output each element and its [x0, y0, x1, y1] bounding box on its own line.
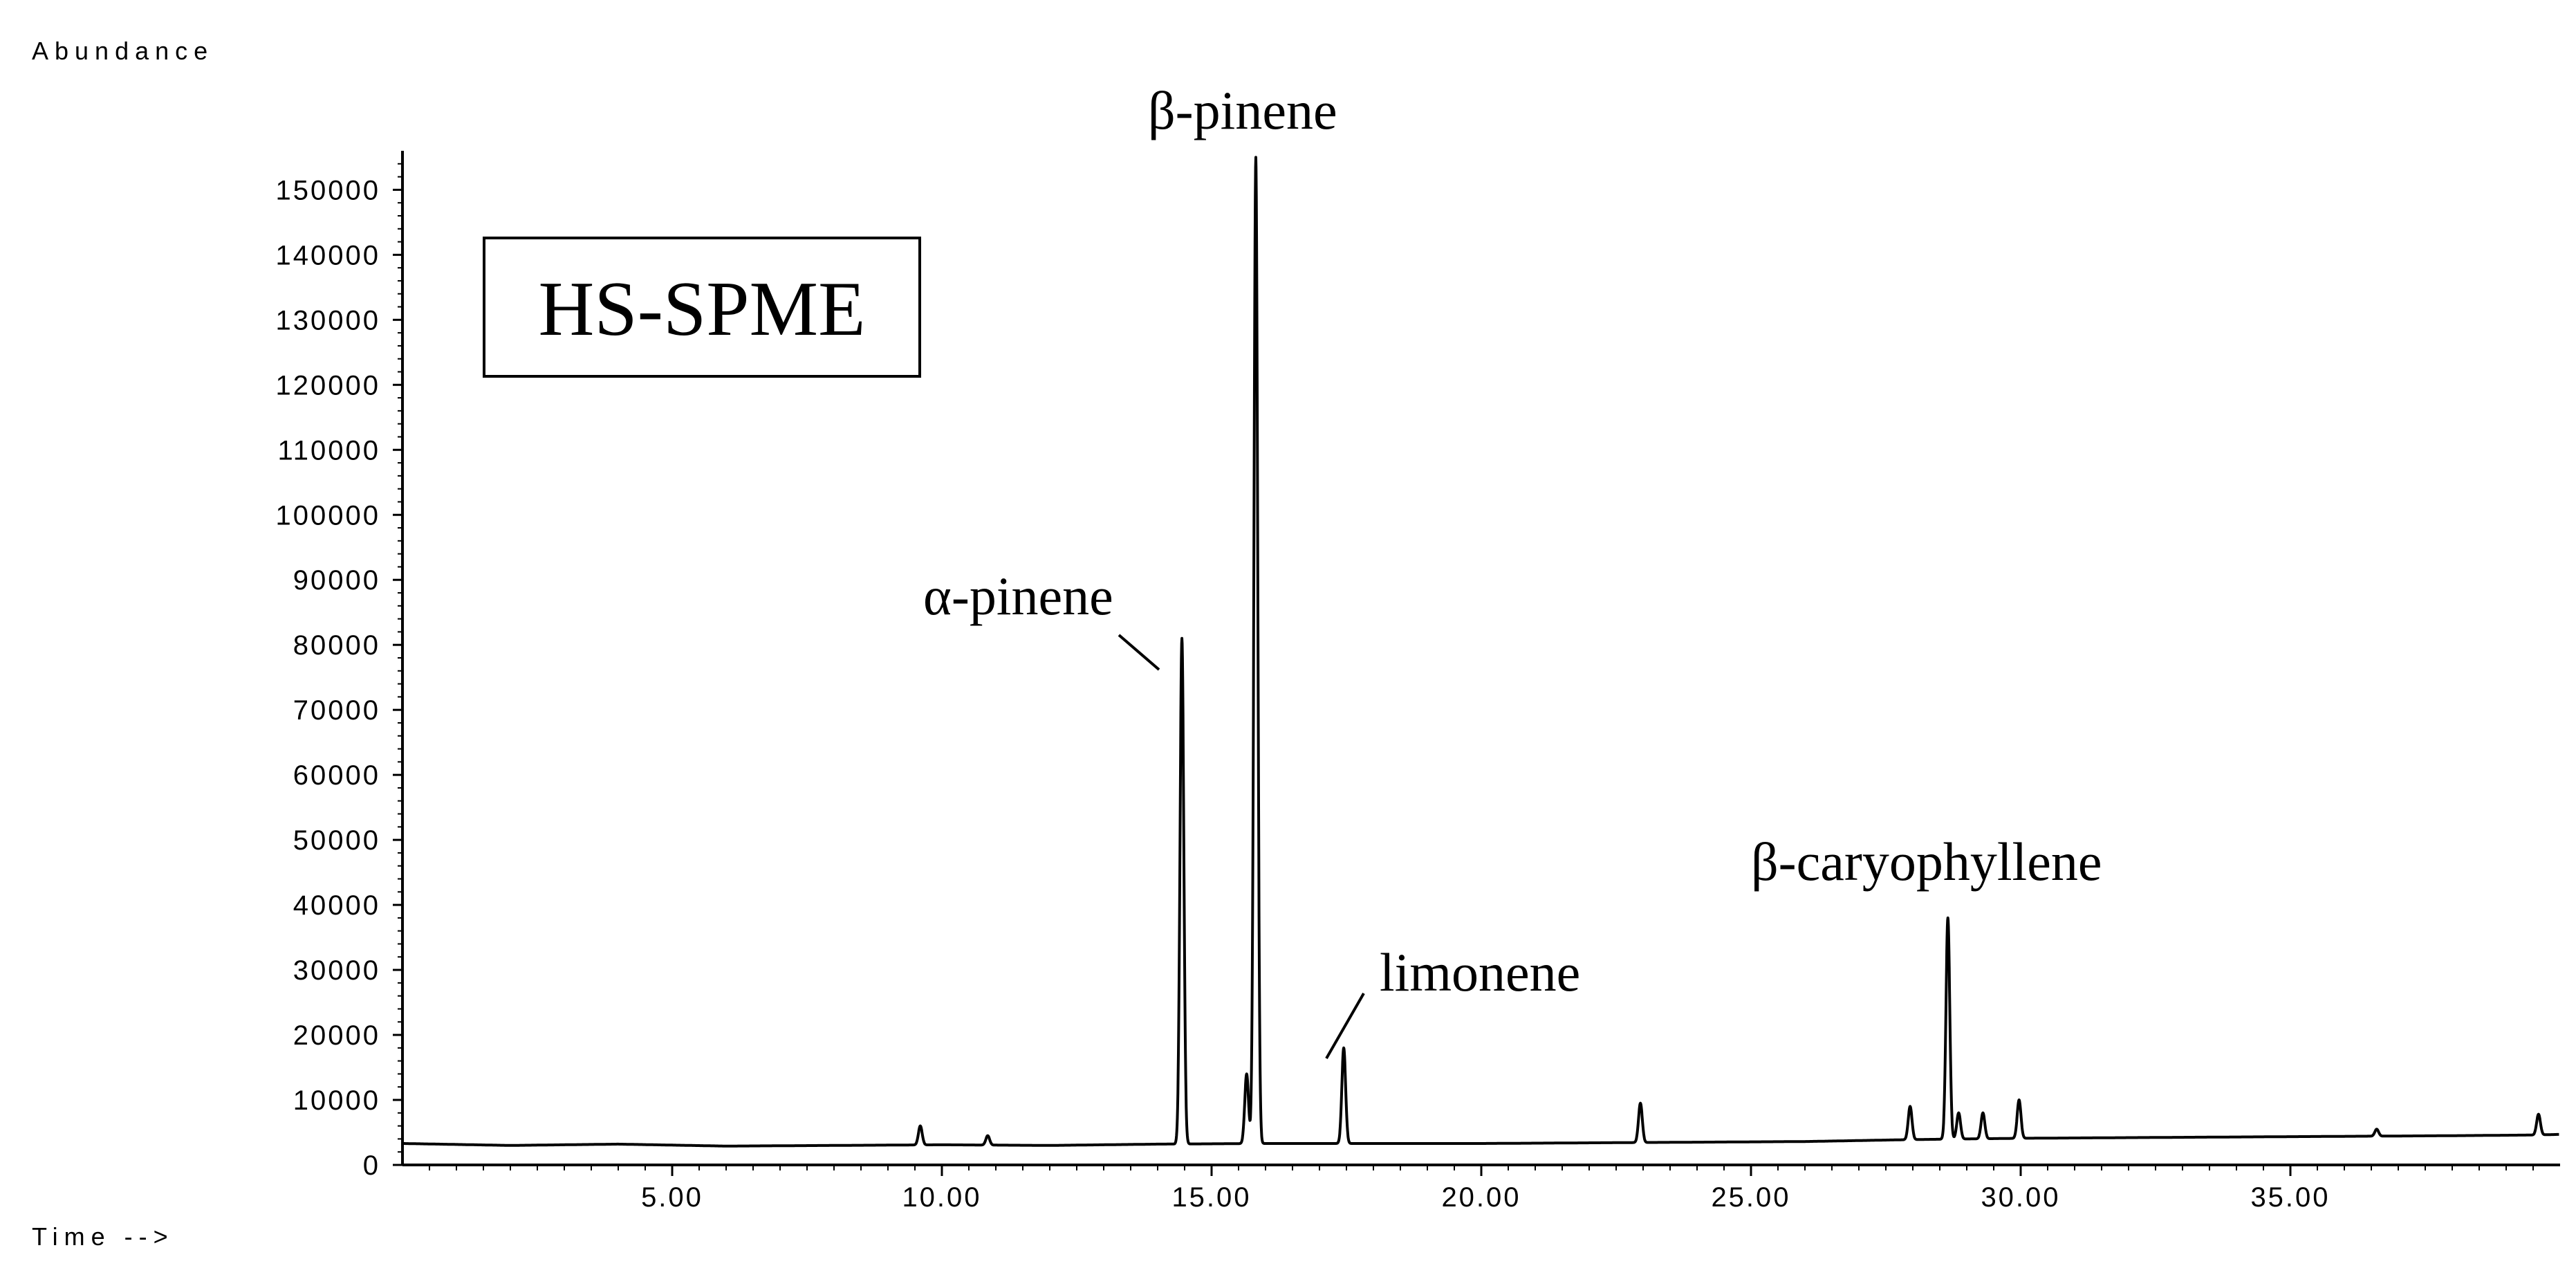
y-tick-label: 120000: [276, 370, 380, 401]
y-tick-label: 80000: [293, 630, 380, 661]
inset-label: HS-SPME: [538, 266, 865, 352]
chromatogram-trace: [402, 156, 2559, 1148]
y-tick-label: 50000: [293, 825, 380, 856]
annotation-alpha-pinene: α-pinene: [923, 566, 1113, 626]
x-ticks: 5.00 10.00 15.00 20.00 25.00 30.00 35.00: [429, 1165, 2534, 1213]
y-tick-label: 60000: [293, 760, 380, 791]
y-axis-label: Abundance: [32, 37, 214, 65]
y-tick-label: 150000: [276, 175, 380, 205]
peak-annotations: α-pinene β-pinene limonene β-caryophylle…: [923, 80, 2102, 1059]
y-tick-label: 0: [363, 1150, 380, 1181]
annotation-leader-limonene: [1325, 993, 1365, 1059]
y-tick-label: 20000: [293, 1020, 380, 1051]
y-tick-label: 40000: [293, 890, 380, 921]
annotation-limonene: limonene: [1380, 942, 1580, 1002]
annotation-leader-alpha-pinene: [1118, 634, 1160, 671]
y-tick-label: 30000: [293, 955, 380, 986]
x-tick-label: 15.00: [1171, 1182, 1251, 1213]
inset-frame: [483, 237, 921, 378]
inset-box: HS-SPME: [483, 237, 921, 378]
x-tick-label: 35.00: [2250, 1182, 2330, 1213]
y-tick-label: 100000: [276, 500, 380, 531]
x-tick-label: 10.00: [902, 1182, 981, 1213]
y-tick-label: 10000: [293, 1085, 380, 1116]
y-tick-label: 140000: [276, 240, 380, 270]
x-tick-label: 30.00: [1981, 1182, 2060, 1213]
x-tick-label: 5.00: [641, 1182, 703, 1213]
annotation-beta-caryophyllene: β-caryophyllene: [1751, 832, 2102, 892]
y-ticks: 0 10000 20000 30000 40000 50000 60000 70000 8000…: [276, 163, 402, 1181]
y-tick-label: 130000: [276, 305, 380, 336]
y-tick-label: 70000: [293, 695, 380, 726]
annotation-beta-pinene: β-pinene: [1148, 80, 1337, 140]
y-tick-label: 110000: [277, 435, 380, 466]
x-tick-label: 25.00: [1711, 1182, 1790, 1213]
x-axis-label: Time -->: [32, 1222, 174, 1251]
x-tick-label: 20.00: [1441, 1182, 1521, 1213]
y-tick-label: 90000: [293, 565, 380, 596]
